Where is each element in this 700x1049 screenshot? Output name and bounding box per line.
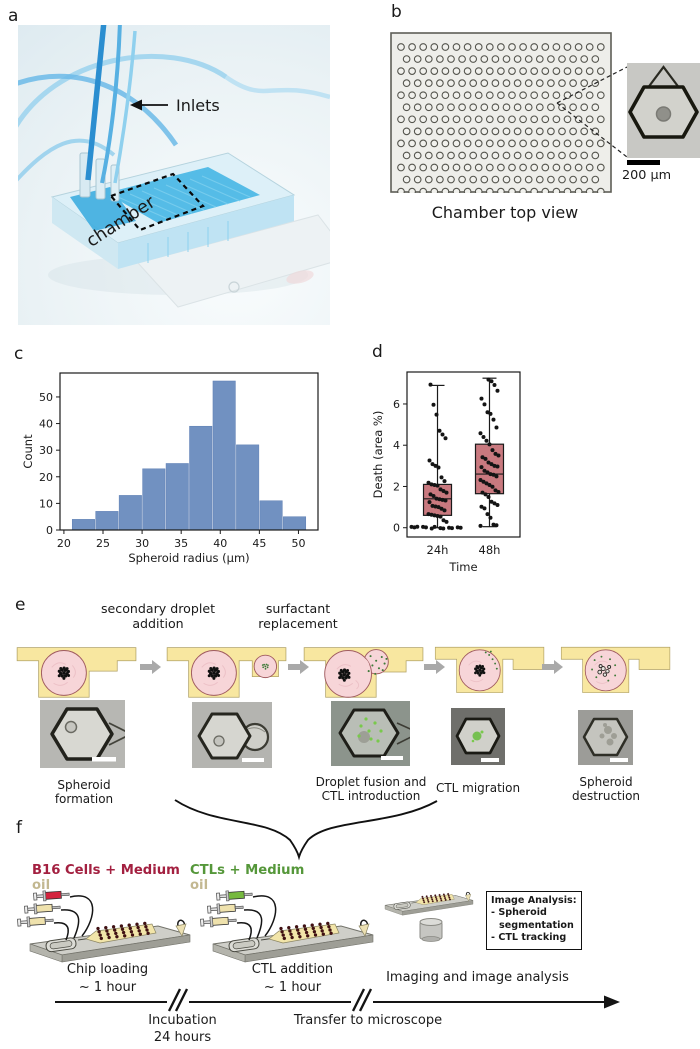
micrograph-ctl-migration	[451, 708, 505, 765]
inlets-label: Inlets	[176, 96, 220, 115]
svg-text:45: 45	[252, 537, 266, 550]
panel-a-label: a	[8, 6, 19, 26]
panel-f-label: f	[16, 818, 22, 838]
brace	[174, 799, 438, 861]
spheroid-radius-histogram: 20 25 30 35 40 45 50 0 10 20 30 40 50 Spheroid radius…	[21, 372, 319, 565]
tubing	[53, 895, 94, 941]
chip-loading-caption: Chip loading	[66, 962, 149, 977]
oil-label: oil	[32, 878, 51, 893]
imaging-caption: Imaging and image analysis	[386, 970, 569, 985]
incubation-duration-label: 24 hours	[153, 1030, 212, 1045]
analysis-item-ctl-tracking: - CTL tracking	[491, 932, 567, 944]
trap-schematic-4	[434, 646, 545, 693]
svg-text:Time: Time	[448, 560, 477, 574]
tubing	[236, 895, 277, 941]
syringe-ctls	[216, 888, 253, 903]
inset-pointer-lines	[556, 66, 628, 158]
trap-schematic-1	[16, 647, 137, 698]
step-arrow-icon	[140, 660, 161, 674]
micrograph-spheroid-formation	[40, 700, 125, 768]
panel-d-label: d	[372, 342, 383, 362]
svg-text:20: 20	[57, 537, 71, 550]
stage-label-ctl-migration: CTL migration	[435, 781, 521, 795]
b16-cells-label: B16 Cells + Medium	[32, 863, 180, 878]
microscope-objective	[419, 918, 443, 942]
image-analysis-title: Image Analysis:	[491, 895, 577, 906]
step-arrow-icon	[542, 660, 563, 674]
chip-photo	[18, 25, 330, 325]
micrograph-droplet-pair	[192, 702, 272, 768]
anchor-array	[397, 43, 605, 193]
timeline-arrowhead	[604, 995, 620, 1009]
svg-text:0: 0	[393, 522, 400, 535]
svg-text:20: 20	[39, 471, 53, 484]
syringe-oil	[200, 914, 237, 929]
broken-spheroid	[597, 664, 612, 677]
inlet-tubes	[85, 25, 137, 184]
ctl-addition-caption: CTL addition	[251, 962, 334, 977]
stage-label-spheroid-destruction: Spheroid destruction	[571, 775, 641, 803]
svg-text:4: 4	[393, 439, 400, 452]
ctl-dots	[367, 655, 388, 675]
svg-text:Count: Count	[21, 434, 35, 469]
svg-text:50: 50	[291, 537, 305, 550]
svg-text:25: 25	[96, 537, 110, 550]
transfer-label: Transfer to microscope	[293, 1013, 443, 1028]
trap-schematic-3	[303, 647, 424, 698]
chamber-outline	[109, 172, 205, 232]
incubation-label: Incubation	[148, 1013, 217, 1028]
workflow-graphics	[17, 799, 620, 1012]
svg-text:Spheroid radius (µm): Spheroid radius (µm)	[128, 551, 249, 565]
scale-bar-label: 200 µm	[622, 168, 672, 183]
stage-label-spheroid-formation: Spheroid formation	[54, 778, 114, 806]
panel-c-label: c	[14, 344, 24, 364]
panel-e-label: e	[15, 595, 26, 615]
svg-text:48h: 48h	[479, 543, 501, 557]
arrow-label-secondary-droplet: secondary droplet addition	[100, 601, 216, 631]
svg-text:40: 40	[39, 418, 53, 431]
chip-loading-duration: ~ 1 hour	[78, 980, 137, 995]
chamber-micrograph	[390, 32, 612, 193]
svg-text:50: 50	[39, 391, 53, 404]
svg-text:0: 0	[46, 524, 53, 537]
ctl-addition-duration: ~ 1 hour	[263, 980, 322, 995]
panel-b-label: b	[391, 2, 402, 22]
ctls-label: CTLs + Medium	[190, 863, 305, 878]
step-arrow-icon	[288, 660, 309, 674]
arrow-label-surfactant: surfactant replacement	[258, 601, 338, 631]
svg-text:30: 30	[39, 444, 53, 457]
image-analysis-box: Image Analysis: - Spheroid segmentation …	[486, 891, 582, 950]
svg-text:6: 6	[393, 398, 400, 411]
syringe-oil	[17, 914, 54, 929]
svg-text:40: 40	[213, 537, 227, 550]
ctl-dots	[591, 655, 617, 682]
droplet-inset	[627, 63, 700, 158]
timeline	[55, 988, 620, 1012]
step-arrow-icon	[424, 660, 445, 674]
stage-label-droplet-fusion: Droplet fusion and CTL introduction	[315, 775, 427, 803]
analysis-item-spheroid-segmentation: - Spheroid segmentation	[491, 907, 574, 931]
trap-schematic-5	[560, 646, 671, 693]
syringe-oil	[207, 901, 244, 916]
ctl-dots	[484, 650, 498, 670]
micrograph-destruction	[578, 710, 633, 765]
oil-label: oil	[190, 878, 209, 893]
svg-text:2: 2	[393, 480, 400, 493]
tubing	[18, 53, 330, 182]
micrograph-fusion	[331, 701, 410, 766]
trap-schematic-2	[166, 647, 287, 698]
glass-slide	[137, 214, 330, 308]
inlets-arrow-icon	[130, 99, 168, 111]
syringe-oil	[24, 901, 61, 916]
chip-body	[50, 152, 296, 269]
panel-b-caption: Chamber top view	[431, 203, 579, 222]
scale-bar	[627, 160, 660, 165]
svg-text:10: 10	[39, 497, 53, 510]
svg-text:Death (area %): Death (area %)	[371, 411, 385, 499]
svg-text:30: 30	[135, 537, 149, 550]
svg-text:24h: 24h	[427, 543, 449, 557]
svg-text:35: 35	[174, 537, 188, 550]
